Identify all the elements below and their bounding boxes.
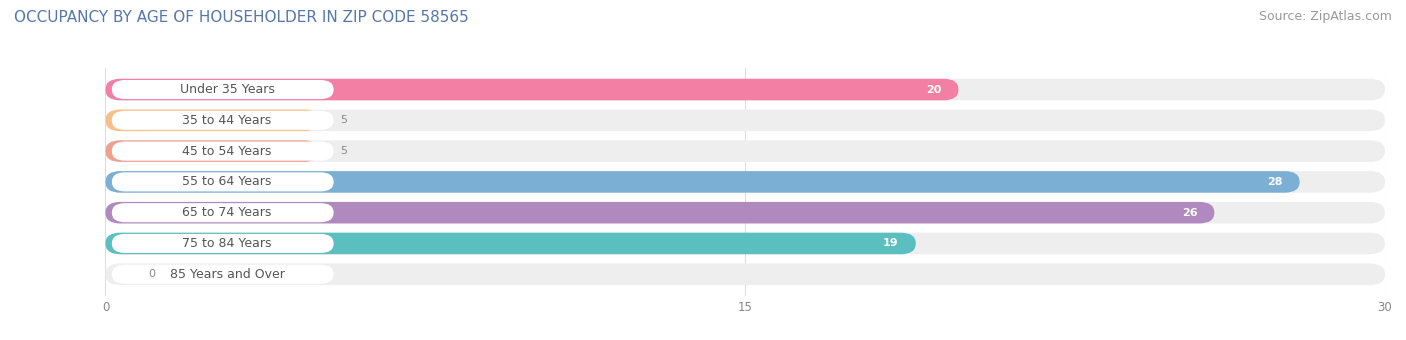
- Text: 85 Years and Over: 85 Years and Over: [170, 268, 284, 281]
- FancyBboxPatch shape: [105, 140, 319, 162]
- FancyBboxPatch shape: [112, 80, 333, 99]
- FancyBboxPatch shape: [112, 172, 333, 191]
- FancyBboxPatch shape: [112, 203, 333, 222]
- FancyBboxPatch shape: [105, 233, 915, 254]
- Text: Under 35 Years: Under 35 Years: [180, 83, 274, 96]
- Text: OCCUPANCY BY AGE OF HOUSEHOLDER IN ZIP CODE 58565: OCCUPANCY BY AGE OF HOUSEHOLDER IN ZIP C…: [14, 10, 468, 25]
- Text: 20: 20: [927, 85, 942, 95]
- Text: 45 to 54 Years: 45 to 54 Years: [183, 144, 271, 158]
- Text: 5: 5: [340, 146, 347, 156]
- FancyBboxPatch shape: [112, 111, 333, 130]
- FancyBboxPatch shape: [105, 171, 1385, 193]
- Text: Source: ZipAtlas.com: Source: ZipAtlas.com: [1258, 10, 1392, 23]
- Text: 28: 28: [1267, 177, 1282, 187]
- FancyBboxPatch shape: [112, 265, 333, 284]
- Text: 5: 5: [340, 115, 347, 125]
- Text: 0: 0: [148, 269, 155, 279]
- FancyBboxPatch shape: [105, 233, 1385, 254]
- FancyBboxPatch shape: [105, 79, 959, 100]
- FancyBboxPatch shape: [105, 109, 1385, 131]
- Text: 55 to 64 Years: 55 to 64 Years: [183, 175, 271, 188]
- FancyBboxPatch shape: [112, 141, 333, 161]
- Text: 75 to 84 Years: 75 to 84 Years: [183, 237, 271, 250]
- FancyBboxPatch shape: [105, 79, 1385, 100]
- FancyBboxPatch shape: [105, 109, 319, 131]
- Text: 26: 26: [1181, 208, 1198, 218]
- FancyBboxPatch shape: [105, 202, 1385, 223]
- Text: 65 to 74 Years: 65 to 74 Years: [183, 206, 271, 219]
- FancyBboxPatch shape: [105, 264, 1385, 285]
- FancyBboxPatch shape: [105, 202, 1215, 223]
- FancyBboxPatch shape: [112, 234, 333, 253]
- FancyBboxPatch shape: [105, 171, 1299, 193]
- FancyBboxPatch shape: [105, 140, 1385, 162]
- Text: 19: 19: [883, 238, 898, 249]
- Text: 35 to 44 Years: 35 to 44 Years: [183, 114, 271, 127]
